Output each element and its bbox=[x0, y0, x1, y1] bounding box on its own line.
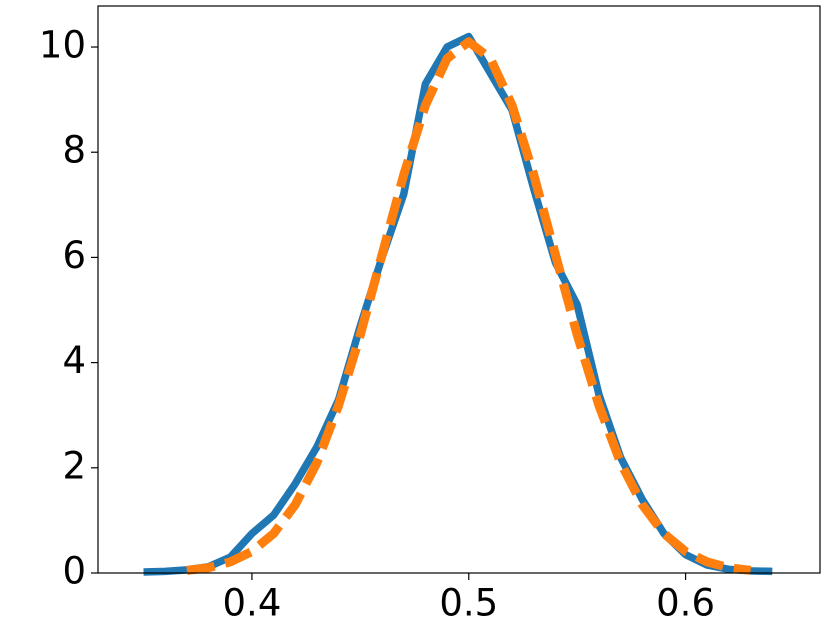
x-tick-label: 0.6 bbox=[656, 582, 715, 623]
x-tick-label: 0.4 bbox=[223, 582, 282, 623]
y-tick-label: 2 bbox=[62, 444, 86, 487]
y-tick-label: 4 bbox=[62, 339, 86, 382]
y-tick-label: 8 bbox=[62, 129, 86, 172]
y-tick-label: 10 bbox=[39, 24, 86, 67]
y-tick-label: 0 bbox=[62, 550, 86, 593]
y-tick-label: 6 bbox=[62, 234, 86, 277]
plot-frame bbox=[97, 5, 821, 574]
series-line bbox=[186, 37, 752, 575]
series-line bbox=[143, 32, 773, 576]
x-tick-label: 0.5 bbox=[439, 582, 498, 623]
